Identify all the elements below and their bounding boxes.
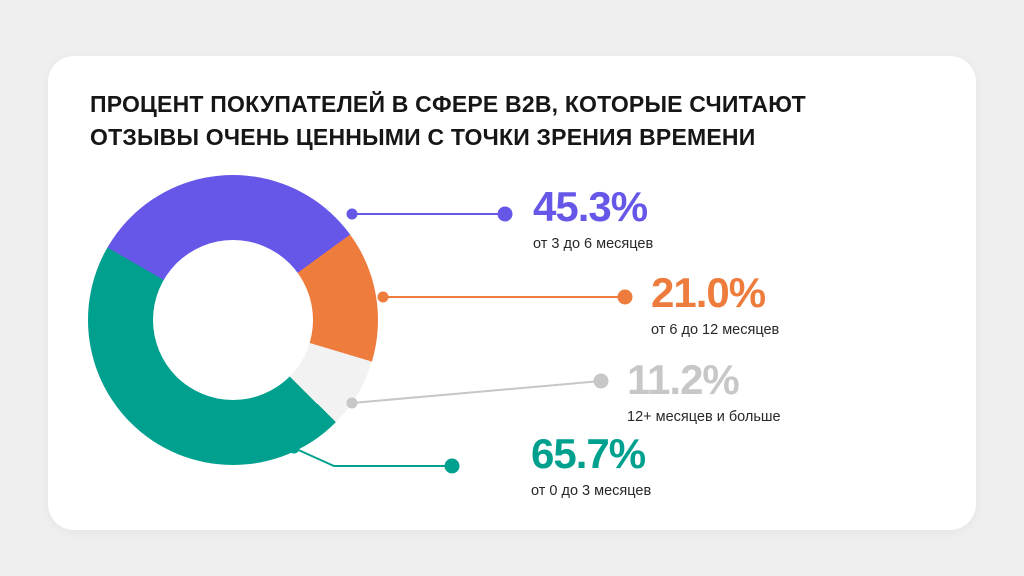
callout-0-3-months: 65.7% от 0 до 3 месяцев — [531, 430, 652, 500]
chart-title-line1: ПРОЦЕНТ ПОКУПАТЕЛЕЙ В СФЕРЕ B2B, КОТОРЫЕ… — [90, 91, 806, 117]
callout-12-plus-months: 11.2% 12+ месяцев и больше — [627, 356, 781, 426]
percent-value-3-6-months: 45.3% — [533, 183, 648, 230]
percent-label-3-6-months: от 3 до 6 месяцев — [533, 236, 654, 252]
chart-title: ПРОЦЕНТ ПОКУПАТЕЛЕЙ В СФЕРЕ B2B, КОТОРЫЕ… — [90, 88, 806, 155]
percent-value-6-12-months: 21.0% — [651, 269, 766, 316]
percent-label-6-12-months: от 6 до 12 месяцев — [651, 322, 780, 338]
donut-chart — [88, 175, 378, 465]
percent-label-12-plus-months: 12+ месяцев и больше — [627, 409, 781, 425]
percent-value-0-3-months: 65.7% — [531, 430, 646, 477]
percent-label-0-3-months: от 0 до 3 месяцев — [531, 483, 652, 499]
callout-6-12-months: 21.0% от 6 до 12 месяцев — [651, 269, 780, 339]
donut-hole — [153, 240, 313, 400]
percent-value-12-plus-months: 11.2% — [627, 356, 740, 403]
callout-3-6-months: 45.3% от 3 до 6 месяцев — [533, 183, 654, 253]
chart-title-line2: ОТЗЫВЫ ОЧЕНЬ ЦЕННЫМИ С ТОЧКИ ЗРЕНИЯ ВРЕМ… — [90, 124, 756, 151]
